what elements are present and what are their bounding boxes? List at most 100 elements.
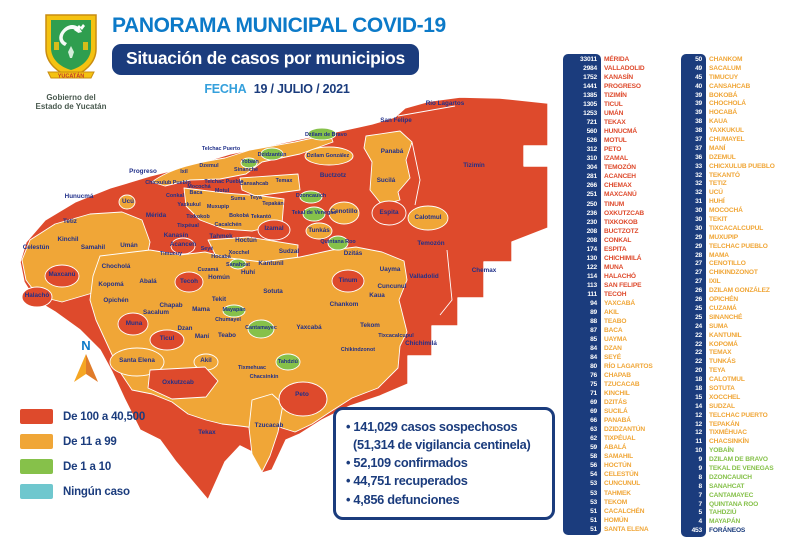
map-label: Tekom: [360, 322, 380, 329]
map-label: Kantunil: [258, 260, 283, 267]
legend-label: De 1 a 10: [63, 460, 112, 473]
municipality-row: 18 SOTUTA: [681, 385, 800, 392]
municipality-name: IXIL: [709, 278, 721, 286]
municipality-row: 250 TINUM: [563, 201, 671, 208]
case-count: 8: [698, 482, 703, 490]
map-label: Chichimilá: [405, 340, 437, 347]
municipality-name: PETO: [604, 146, 622, 154]
case-count: 1305: [583, 101, 597, 109]
municipality-name: QUINTANA ROO: [709, 500, 759, 508]
case-count: 51: [590, 516, 597, 524]
municipality-row: 28 MAMA: [681, 252, 800, 259]
municipality-name: KOPOMÁ: [709, 340, 738, 348]
case-count: 37: [695, 144, 702, 152]
map-label: Chumayel: [215, 317, 241, 323]
municipality-name: DZIDZANTÚN: [604, 426, 645, 434]
municipality-name: KANTUNIL: [709, 331, 742, 339]
municipality-row: 33 CHICXULUB PUEBLO: [681, 163, 800, 170]
map-label: Huhí: [241, 269, 255, 276]
case-count: 560: [586, 128, 598, 136]
north-compass-icon: N: [74, 338, 98, 382]
municipality-name: TEMOZÓN: [604, 164, 636, 172]
map-label: Izamal: [264, 225, 284, 232]
legend-label: Ningún caso: [63, 485, 130, 498]
municipality-row: 50 CHANKOM: [681, 56, 800, 63]
case-count: 5: [698, 509, 703, 517]
municipality-row: 85 UAYMA: [563, 336, 671, 343]
municipality-name: BOKOBÁ: [709, 91, 738, 99]
map-label: Tepakán: [262, 201, 283, 207]
legend-item: De 11 a 99: [20, 429, 145, 454]
case-count: 7: [698, 491, 703, 499]
case-count: 130: [586, 254, 598, 262]
map-label: Tetiz: [63, 218, 77, 225]
map-label: Baca: [190, 190, 204, 196]
case-count: 20: [695, 367, 702, 375]
municipality-name: MOCOCHÁ: [709, 207, 743, 215]
legend-label: De 100 a 40,500: [63, 410, 146, 423]
case-count: 1253: [583, 110, 597, 118]
municipality-row: 89 AKIL: [563, 309, 671, 316]
map-label: Tekax: [198, 429, 216, 436]
map-legend: De 100 a 40,500 De 11 a 99 De 1 a 10 Ningún…: [20, 404, 145, 504]
map-label: Tixkokob: [186, 214, 210, 220]
case-count: 51: [590, 507, 597, 515]
map-region: [174, 271, 204, 293]
municipality-row: 26 OPICHÉN: [681, 296, 800, 303]
municipality-row: 22 TEMAX: [681, 349, 800, 356]
municipality-row: 5 TAHDZIÚ: [681, 509, 800, 516]
map-label: Progreso: [129, 168, 157, 175]
map-label: Tinum: [339, 277, 358, 284]
date-line: FECHA 19 / JULIO / 2021: [112, 82, 442, 96]
map-label: Halachó: [25, 292, 50, 299]
municipality-row: 1305 TICUL: [563, 101, 671, 108]
municipality-row: 26 DZILAM GONZÁLEZ: [681, 287, 800, 294]
municipality-row: 66 PANABÁ: [563, 417, 671, 424]
yucatan-shield-icon: YUCATÁN: [45, 14, 97, 80]
map-label: Hocabá: [211, 254, 231, 260]
map-label: Tizimín: [463, 162, 485, 169]
municipality-row: 7 CANTAMAYEC: [681, 492, 800, 499]
municipality-row: 22 KANTUNIL: [681, 332, 800, 339]
map-region: [257, 219, 291, 241]
municipality-row: 208 CONKAL: [563, 237, 671, 244]
municipality-name: TEKOM: [604, 498, 628, 506]
municipality-name: SEYÉ: [604, 354, 621, 362]
map-label: Mama: [192, 306, 210, 313]
municipality-row: 25 SINANCHÉ: [681, 314, 800, 321]
case-count: 22: [695, 358, 702, 366]
map-label: Chankom: [330, 301, 359, 308]
map-region: [331, 269, 365, 293]
map-label: Tixcacalcupul: [378, 333, 414, 339]
case-count: 114: [586, 272, 597, 280]
municipality-row: 266 CHEMAX: [563, 182, 671, 189]
municipality-row: 51 CACALCHÉN: [563, 508, 671, 515]
case-count: 89: [590, 308, 597, 316]
case-count: 22: [695, 331, 702, 339]
municipality-row: 7 QUINTANA ROO: [681, 501, 800, 508]
municipality-row: 40 CANSAHCAB: [681, 83, 800, 90]
municipality-name: CANSAHCAB: [709, 82, 751, 90]
municipality-row: 54 CELESTÚN: [563, 471, 671, 478]
case-count: 14: [695, 402, 702, 410]
case-count: 30: [695, 224, 702, 232]
municipality-row: 53 CUNCUNUL: [563, 480, 671, 487]
municipality-row: 25 CUZAMÁ: [681, 305, 800, 312]
municipality-row: 63 DZIDZANTÚN: [563, 426, 671, 433]
map-region: [21, 286, 53, 308]
map-label: Tekal de Venegas: [292, 210, 337, 216]
case-count: 1441: [583, 83, 597, 91]
map-label: Yobaín: [241, 159, 259, 165]
map-label: Sinanché: [234, 167, 258, 173]
map-label: Muxupip: [207, 204, 230, 210]
case-count: 1752: [583, 74, 597, 82]
municipality-row: 39 CHOCHOLÁ: [681, 100, 800, 107]
case-count: 24: [695, 322, 702, 330]
case-count: 266: [586, 182, 598, 190]
case-count: 69: [590, 399, 597, 407]
municipality-row: 94 YAXCABÁ: [563, 300, 671, 307]
case-count: 721: [586, 119, 598, 127]
case-count: 12: [695, 411, 702, 419]
map-label: Dzidzantún: [258, 152, 287, 158]
municipality-row: 76 CHAPAB: [563, 372, 671, 379]
